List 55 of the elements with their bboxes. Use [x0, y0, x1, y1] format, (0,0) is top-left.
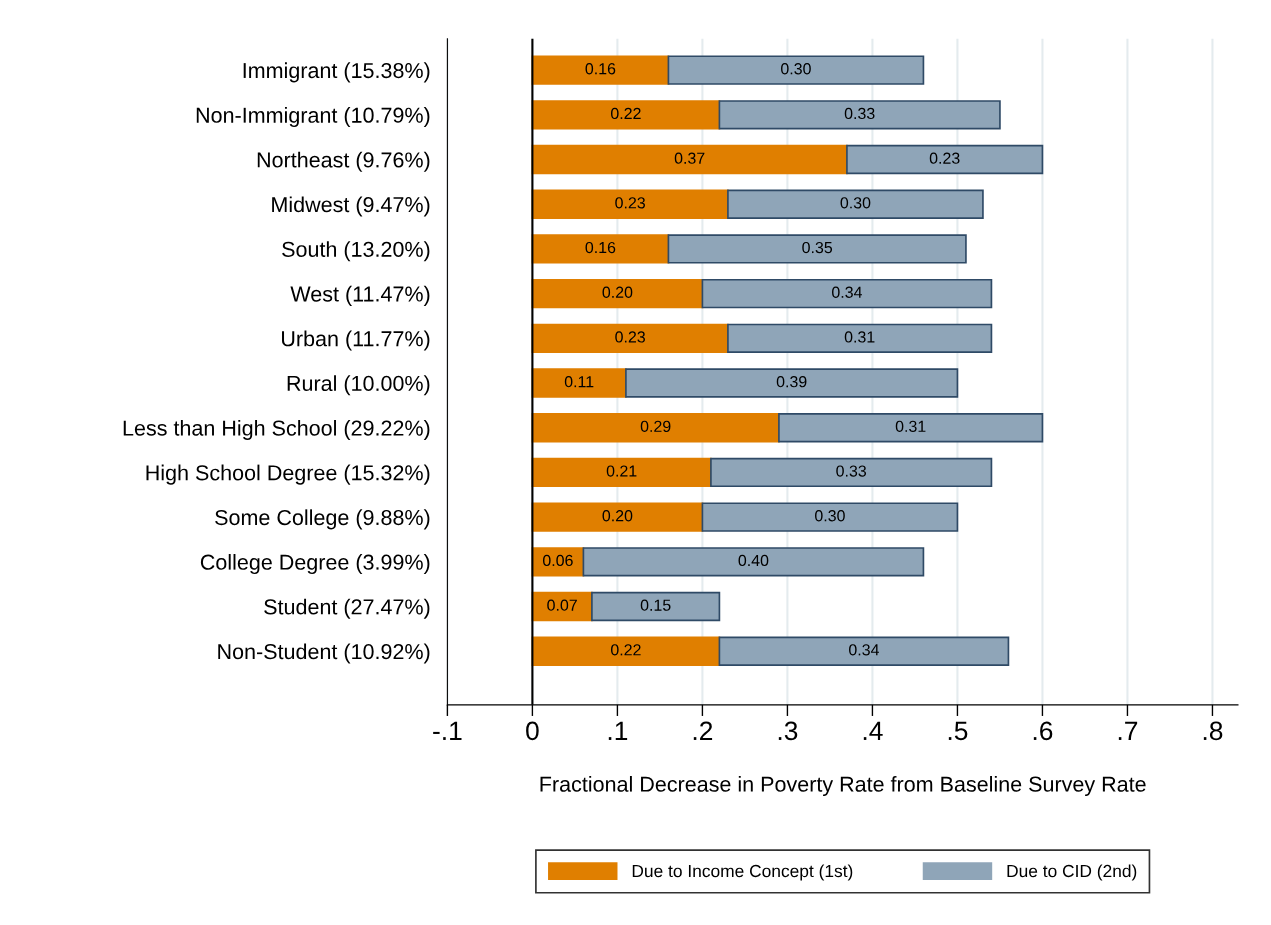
y-tick-label: Northeast (9.76%) — [257, 151, 430, 172]
data-label: 0.07 — [547, 599, 577, 611]
data-label: 0.16 — [585, 241, 616, 254]
y-tick-label: Non-Immigrant (10.79%) — [196, 107, 430, 128]
data-label: 0.34 — [832, 286, 862, 298]
data-label: 0.16 — [585, 63, 616, 75]
data-label: 0.30 — [781, 63, 811, 75]
data-label: 0.30 — [815, 510, 845, 522]
legend-label: Due to CID (2nd) — [1007, 864, 1137, 881]
data-label: 0.33 — [844, 107, 875, 120]
y-tick-label: Urban (11.77%) — [282, 330, 430, 351]
x-tick-label: .6 — [1033, 721, 1053, 741]
data-label: 0.22 — [610, 644, 641, 656]
x-tick-label: .7 — [1118, 721, 1138, 740]
x-tick-label: 0 — [526, 721, 539, 741]
x-tick-label: -.1 — [433, 721, 462, 740]
y-tick-label: Midwest (9.47%) — [272, 196, 430, 217]
data-label: 0.23 — [615, 331, 645, 343]
data-label: 0.15 — [640, 599, 671, 611]
y-tick-label: Student (27.47%) — [264, 598, 430, 619]
y-tick-label: Non-Student (10.92%) — [218, 643, 430, 664]
data-label: 0.30 — [840, 197, 871, 209]
y-tick-label: West (11.47%) — [290, 285, 430, 306]
data-label: 0.20 — [602, 286, 633, 298]
data-label: 0.11 — [564, 376, 594, 388]
data-label: 0.23 — [615, 197, 645, 209]
data-label: 0.34 — [849, 644, 879, 656]
y-tick-label: High School Degree (15.32%) — [146, 464, 430, 485]
data-label: 0.39 — [776, 376, 807, 388]
x-tick-label: .1 — [608, 721, 628, 740]
data-label: 0.35 — [802, 241, 833, 254]
x-tick-label: .2 — [693, 721, 713, 740]
data-label: 0.21 — [606, 465, 637, 477]
y-tick-label: Immigrant (15.38%) — [243, 62, 430, 83]
x-tick-label: .4 — [863, 721, 883, 740]
x-tick-label: .8 — [1203, 721, 1223, 741]
y-tick-label: College Degree (3.99%) — [200, 554, 430, 575]
data-label: 0.22 — [610, 107, 641, 120]
y-tick-label: Some College (9.88%) — [215, 509, 430, 530]
legend-label: Due to Income Concept (1st) — [632, 864, 853, 881]
y-tick-label: Rural (10.00%) — [287, 375, 430, 396]
data-label: 0.06 — [542, 554, 573, 567]
data-label: 0.37 — [674, 152, 705, 164]
y-tick-label: South (13.20%) — [282, 241, 430, 262]
x-axis-title: Fractional Decrease in Poverty Rate from Baseline Survey Rate — [540, 775, 1146, 797]
data-label: 0.40 — [738, 554, 769, 567]
data-label: 0.23 — [929, 152, 960, 164]
x-tick-label: .3 — [778, 721, 798, 741]
x-tick-label: .5 — [948, 721, 968, 741]
data-label: 0.29 — [640, 420, 671, 433]
y-tick-label: Less than High School (29.22%) — [123, 419, 430, 440]
data-label: 0.20 — [602, 510, 633, 522]
data-label: 0.33 — [836, 465, 867, 477]
data-label: 0.31 — [895, 420, 926, 433]
data-label: 0.31 — [844, 331, 875, 343]
